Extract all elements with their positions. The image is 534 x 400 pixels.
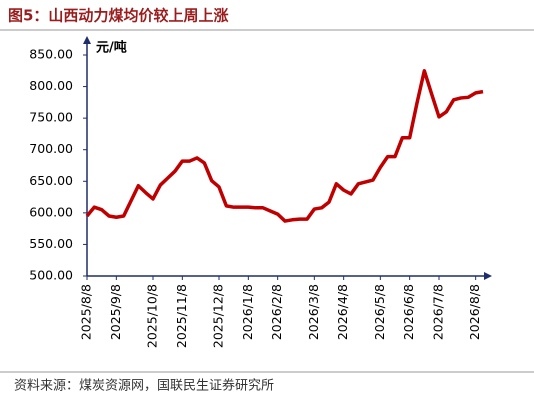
x-tick-label: 2025/11/8: [174, 284, 189, 348]
x-tick-label: 2025/9/8: [108, 284, 123, 340]
x-tick-label: 2026/1/8: [240, 284, 255, 340]
y-tick-label: 600.00: [29, 204, 73, 219]
chart-title: 图5：山西动力煤均价较上周上涨: [8, 7, 228, 25]
y-tick-label: 500.00: [29, 268, 73, 283]
x-tick-label: 2025/12/8: [211, 284, 226, 348]
x-axis-arrow: [484, 272, 492, 280]
x-tick-label: 2026/6/8: [401, 284, 416, 340]
y-tick-label: 800.00: [29, 78, 73, 93]
x-tick-label: 2026/3/8: [306, 284, 321, 340]
y-tick-label: 550.00: [29, 236, 73, 251]
x-tick-label: 2026/8/8: [467, 284, 482, 340]
x-tick-label: 2025/8/8: [79, 284, 94, 340]
x-tick-label: 2026/4/8: [335, 284, 350, 340]
x-tick-label: 2026/2/8: [269, 284, 284, 340]
x-tick-label: 2025/10/8: [145, 284, 160, 348]
y-tick-label: 650.00: [29, 173, 73, 188]
x-tick-label: 2026/7/8: [431, 284, 446, 340]
y-axis-arrow: [83, 36, 91, 44]
source: 资料来源：煤炭资源网，国联民生证券研究所: [14, 378, 274, 394]
data-line: [85, 69, 484, 223]
x-tick-label: 2026/5/8: [372, 284, 387, 340]
y-tick-label: 850.00: [29, 47, 73, 62]
y-unit: 元/吨: [96, 40, 127, 56]
y-tick-label: 700.00: [29, 141, 73, 156]
y-tick-label: 750.00: [29, 110, 73, 125]
